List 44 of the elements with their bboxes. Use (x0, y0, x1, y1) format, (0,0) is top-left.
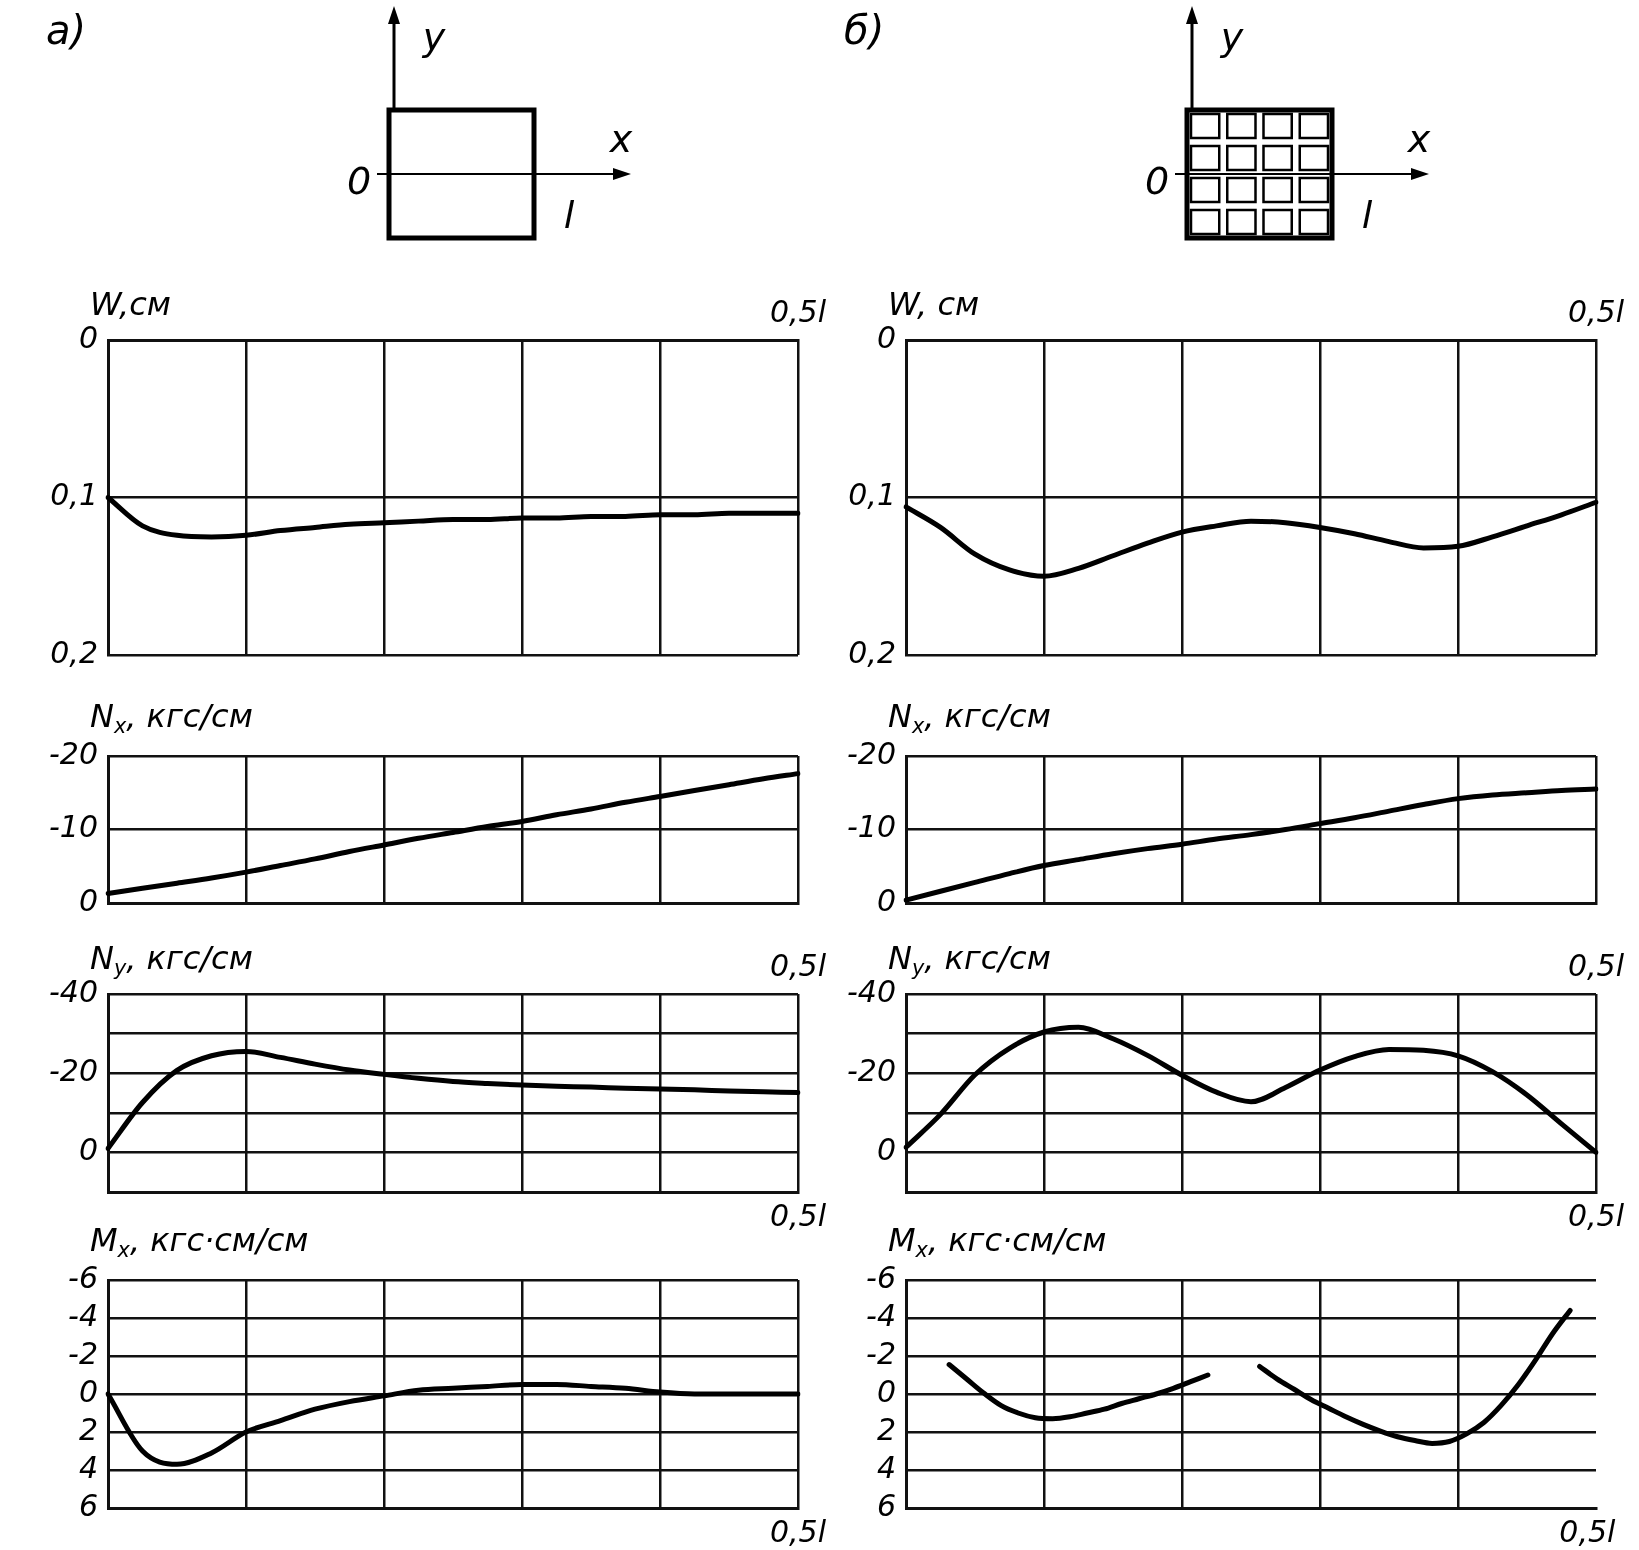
y-tick-label: 0 (78, 1132, 98, 1168)
y-tick-label: -2 (68, 1335, 98, 1371)
chart-title: а) (46, 7, 87, 53)
text: 0 (1144, 159, 1170, 204)
y-tick-label: 2 (876, 1411, 896, 1447)
y-tick-label: 0,1 (50, 477, 98, 513)
text: x (609, 117, 633, 162)
text: l (1361, 193, 1373, 238)
y-tick-label: 0,2 (848, 634, 896, 670)
text: 0 (346, 159, 372, 204)
y-tick-label: 4 (78, 1449, 98, 1485)
y-tick-label: -10 (847, 809, 896, 845)
y-tick-label: -6 (866, 1259, 896, 1295)
y-tick-label: -4 (866, 1297, 896, 1333)
y-tick-label: -20 (847, 1053, 896, 1088)
text: x (1407, 117, 1431, 162)
y-tick-label: 0 (876, 1132, 896, 1168)
y-tick-label: 0 (876, 1373, 896, 1409)
y-tick-label: -20 (49, 1053, 98, 1088)
y-tick-label: 0 (876, 882, 896, 918)
text: 0,5l (769, 947, 827, 984)
y-tick-label: -20 (49, 735, 98, 771)
y-tick-label: 6 (876, 1487, 896, 1523)
y-axis-title: N$_{x}$, кгс/см (888, 696, 1051, 738)
y-tick-label: -2 (866, 1335, 896, 1371)
y-tick-label: 0,1 (848, 477, 896, 513)
y-tick-label: 0,2 (50, 634, 98, 670)
y-tick-label: -6 (68, 1259, 98, 1295)
y-tick-label: -10 (49, 809, 98, 845)
y-tick-label: 4 (876, 1449, 896, 1485)
y-tick-label: -20 (847, 735, 896, 771)
y-tick-label: 0 (78, 882, 98, 918)
y-tick-label: 2 (78, 1411, 98, 1447)
y-axis-title: N$_{x}$, кгс/см (90, 696, 253, 738)
text: 0,5l (1567, 947, 1625, 984)
text: y (1220, 15, 1244, 60)
text: l (563, 193, 575, 238)
y-axis-title: M$_{x}$, кгс·см/см (90, 1220, 309, 1262)
chart-title: б) (844, 7, 885, 53)
y-axis-title: M$_{x}$, кгс·см/см (888, 1220, 1107, 1262)
text: y (422, 15, 446, 60)
y-tick-label: 0 (78, 1373, 98, 1409)
y-tick-label: 6 (78, 1487, 98, 1523)
y-tick-label: -4 (68, 1297, 98, 1333)
